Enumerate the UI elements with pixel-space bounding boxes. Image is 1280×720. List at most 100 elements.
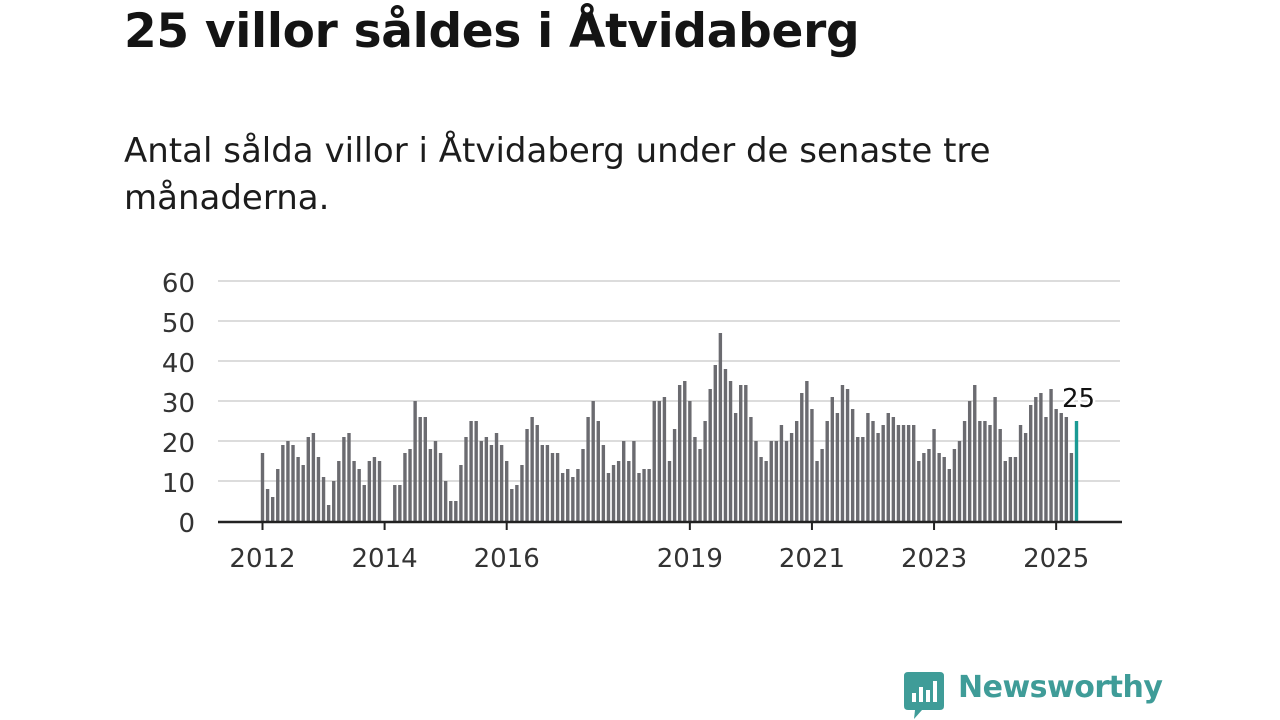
bar (321, 477, 326, 521)
bar (683, 381, 687, 521)
bar (413, 401, 417, 521)
bar (744, 385, 748, 521)
bar (423, 417, 427, 521)
bar (906, 425, 911, 521)
bar (296, 457, 300, 521)
bar (469, 421, 473, 521)
bar (291, 445, 295, 521)
bar (1064, 417, 1069, 521)
bar (342, 437, 346, 521)
bar (525, 429, 529, 521)
bar (632, 441, 636, 521)
bar (459, 465, 463, 521)
bar (805, 381, 809, 521)
bar (418, 417, 422, 521)
x-tick-label: 2021 (779, 544, 845, 574)
bar (840, 385, 845, 521)
bar (505, 461, 509, 521)
bar (733, 413, 738, 521)
bar (311, 433, 316, 521)
bar (566, 469, 570, 521)
x-tick-label: 2023 (901, 544, 967, 574)
bar (769, 441, 773, 521)
bar (1069, 453, 1074, 521)
bar (489, 445, 494, 521)
bar (657, 401, 662, 521)
bar (372, 457, 377, 521)
bar (347, 433, 351, 521)
bar (922, 453, 926, 521)
bar (815, 461, 819, 521)
annotations: 25 (1059, 382, 1097, 417)
bar (571, 477, 575, 521)
bar (708, 389, 712, 521)
latest-value-label: 25 (1062, 384, 1095, 414)
bar (484, 437, 489, 521)
bar (357, 469, 361, 521)
bar (535, 425, 539, 521)
bar (754, 441, 758, 521)
bar (1018, 425, 1023, 521)
bar (1059, 413, 1063, 521)
x-tick-label: 2019 (657, 544, 723, 574)
bar (398, 485, 402, 521)
bar (1013, 457, 1018, 521)
bar (794, 421, 799, 521)
y-tick-label: 50 (162, 309, 195, 339)
x-axis-ticks: 2012 2014 2016 2019 2021 2023 2025 (229, 522, 1089, 574)
bar (693, 437, 697, 521)
x-tick-label: 2025 (1023, 544, 1089, 574)
y-axis-ticks: 0 10 20 30 40 50 60 (162, 269, 195, 539)
bar (1039, 393, 1043, 521)
bar (810, 409, 814, 521)
bar (515, 485, 519, 521)
y-tick-label: 20 (162, 429, 195, 459)
bar (901, 425, 906, 521)
bar (438, 453, 443, 521)
bar (362, 485, 366, 521)
bar (367, 461, 372, 521)
bar (1008, 457, 1013, 521)
bar (1044, 417, 1048, 521)
bar (454, 501, 458, 521)
bar (998, 429, 1002, 521)
bar (510, 489, 514, 521)
bar (677, 385, 682, 521)
bar (800, 393, 804, 521)
brand-logo: Newsworthy (902, 668, 1163, 719)
bar (270, 497, 275, 521)
x-tick-label: 2012 (229, 544, 295, 574)
bar (932, 429, 936, 521)
bar (647, 469, 651, 521)
bar (377, 461, 382, 521)
bar (973, 385, 977, 521)
bar (774, 441, 779, 521)
bar (861, 437, 865, 521)
bar (912, 425, 916, 521)
bar (672, 429, 677, 521)
bar (830, 397, 834, 521)
bar (871, 421, 875, 521)
bar (326, 505, 331, 521)
bar (1003, 461, 1007, 521)
bar (560, 473, 565, 521)
bar (927, 449, 931, 521)
bar (703, 421, 707, 521)
bar (662, 397, 667, 521)
bar (759, 457, 763, 521)
bar (850, 409, 855, 521)
brand-name: Newsworthy (958, 670, 1163, 705)
x-tick-label: 2016 (474, 544, 540, 574)
bar (530, 417, 534, 521)
bar (1049, 389, 1053, 521)
bar (1023, 433, 1028, 521)
bar (474, 421, 478, 521)
bar (967, 401, 972, 521)
bar (917, 461, 921, 521)
bar (596, 421, 600, 521)
bar (739, 385, 743, 521)
bar (667, 461, 672, 521)
bar (642, 469, 646, 521)
bar (576, 469, 580, 521)
bar (652, 401, 656, 521)
